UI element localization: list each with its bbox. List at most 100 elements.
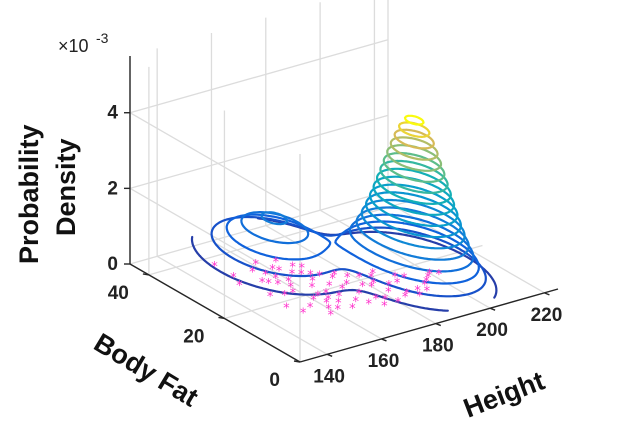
scatter-point: * [339,282,346,297]
contour-level-line [393,128,435,150]
scatter-point: * [368,271,375,286]
y-tick-label: 0 [269,370,280,391]
scatter-point: * [300,306,307,321]
y-axis-line [129,263,301,363]
scatter-point: * [425,271,432,286]
grid-line-floor-x [156,255,328,355]
contour-level-line [225,213,480,285]
scatter-point: * [309,281,316,296]
z-scale-prefix: ×10 [58,36,89,56]
z-tick-label: 2 [107,178,118,199]
contour-level-line [360,198,466,250]
z-tick-label: 0 [107,254,118,275]
scatter-point: * [298,268,305,283]
scatter-point: * [416,290,423,305]
scatter-point: * [326,280,333,295]
x-tick-label: 220 [531,305,563,326]
scatter-point: * [211,260,218,275]
scatter-point: * [356,287,363,302]
x-tick-label: 200 [476,320,508,341]
scatter-point: * [265,277,272,292]
x-tick-label: 140 [313,366,345,387]
scatter-point: * [269,263,276,278]
scatter-point: * [381,300,388,315]
scatter-point: * [276,265,283,280]
contour-level-line [403,114,425,126]
scatter-point: * [394,277,401,292]
y-tick-mark [218,316,225,320]
scatter-point: * [426,267,433,282]
scatter-point: * [323,287,330,302]
scatter-point: * [385,286,392,301]
scatter-points: ***** ** *** ** ** * ** * **** * ** ** ** ***** ** ** * *… [211,256,442,324]
x-tick-mark [326,353,333,357]
scatter-point: * [327,308,334,323]
scatter-point: * [262,268,269,283]
y-tick-mark [142,273,150,276]
scatter-point: * [259,276,266,291]
contour-lines [190,114,498,312]
scatter-point: * [370,277,377,292]
scatter-point: * [386,279,393,294]
scatter-point: * [365,298,372,313]
grid-line-backwall-z [129,39,389,114]
y-tick-label: 40 [108,283,129,304]
scatter-point: * [368,281,375,296]
x-tick-mark [381,338,387,342]
scatter-point: * [316,269,323,284]
x-tick-mark [489,307,496,311]
scatter-point: * [373,292,380,307]
scatter-point: * [402,291,409,306]
scatter-point: * [252,258,259,273]
x-tick-mark [435,322,442,327]
axis-lines [124,56,559,363]
contour-level-line [389,136,439,161]
z-tick-label: 4 [107,103,118,124]
x-tick-label: 180 [422,336,454,357]
grid-line-floor-y [224,244,483,320]
x-tick-mark [544,292,550,296]
scatter-point: * [414,284,421,299]
scatter-point: * [315,289,322,304]
scatter-point: * [382,293,389,308]
scatter-point: * [331,268,338,283]
scatter-point: * [288,281,295,296]
grid-line-backwall-z [129,114,389,189]
scatter-point: * [289,261,296,276]
scatter-point: * [275,278,282,293]
scatter-point: * [307,269,314,284]
scatter-point: * [352,295,359,310]
tick-labels: 140 160 180 200 220 0 20 40 0 2 4 [107,103,562,391]
scatter-point: * [359,280,366,295]
scatter-point: * [285,275,292,290]
z-axis-label-line2: Density [51,138,81,236]
scatter-point: * [335,303,342,318]
x-tick-label: 160 [368,351,400,372]
scatter-point: * [325,293,332,308]
scatter-point: * [283,301,290,316]
scatter-point: * [272,272,279,287]
scatter-point: * [336,290,343,305]
scatter-point: * [325,302,332,317]
grid-line-sidewall-z [129,187,301,287]
scatter-point: * [343,278,350,293]
grid-line-sidewall-z [129,112,301,212]
scatter-point: * [249,266,256,281]
scatter-point: * [236,279,243,294]
scatter-point: * [423,275,430,290]
scatter-point: * [307,301,314,316]
scatter-point: * [273,256,280,271]
y-tick-mark [293,360,301,363]
scatter-point: * [289,267,296,282]
contour-level-line [376,167,452,205]
contour-level-line [382,151,446,183]
scatter-point: * [329,272,336,287]
scatter-point: * [230,271,237,286]
x-axis-line [299,288,559,363]
scatter-point: * [395,296,402,311]
grid-line-floor-x [211,240,382,340]
scatter-point: * [323,297,330,312]
scatter-point: * [424,284,431,299]
grid-line-floor-x [319,209,491,309]
